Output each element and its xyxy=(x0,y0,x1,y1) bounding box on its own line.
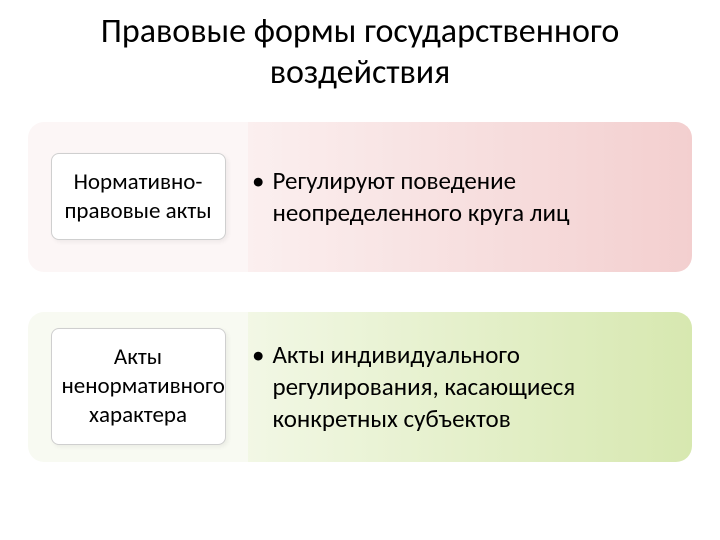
row-1-left: Нормативно-правовые акты xyxy=(28,122,248,272)
row-1-content: Нормативно-правовые акты • Регулируют по… xyxy=(28,122,692,272)
row-2-right: • Акты индивидуального регулирования, ка… xyxy=(248,312,692,462)
row-1-bullet-text: Регулируют поведение неопределенного кру… xyxy=(272,165,674,229)
rows-container: Нормативно-правовые акты • Регулируют по… xyxy=(24,122,696,462)
row-1-bullet: • Регулируют поведение неопределенного к… xyxy=(252,165,674,229)
row-1: Нормативно-правовые акты • Регулируют по… xyxy=(28,122,692,272)
row-2-bullet: • Акты индивидуального регулирования, ка… xyxy=(252,339,674,435)
row-2-bullet-text: Акты индивидуального регулирования, каса… xyxy=(272,339,674,435)
bullet-icon: • xyxy=(252,165,264,197)
row-2-left: Акты ненормативного характера xyxy=(28,312,248,462)
row-1-label: Нормативно-правовые акты xyxy=(64,168,211,225)
slide-title: Правовые формы государственного воздейст… xyxy=(24,12,696,94)
row-1-label-box: Нормативно-правовые акты xyxy=(51,153,226,241)
row-1-right: • Регулируют поведение неопределенного к… xyxy=(248,122,692,272)
row-2-label: Акты ненормативного характера xyxy=(62,343,225,429)
bullet-icon: • xyxy=(252,339,264,371)
row-2-content: Акты ненормативного характера • Акты инд… xyxy=(28,312,692,462)
row-2-label-box: Акты ненормативного характера xyxy=(51,328,226,444)
row-2: Акты ненормативного характера • Акты инд… xyxy=(28,312,692,462)
